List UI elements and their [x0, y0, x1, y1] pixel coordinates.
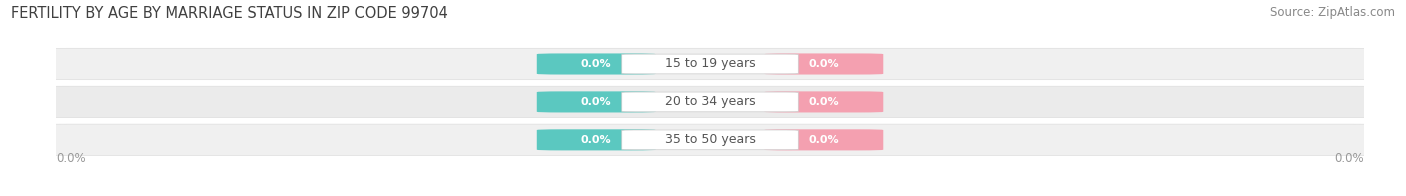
Text: Source: ZipAtlas.com: Source: ZipAtlas.com — [1270, 6, 1395, 19]
Text: 0.0%: 0.0% — [581, 97, 612, 107]
FancyBboxPatch shape — [37, 48, 1384, 80]
Text: 15 to 19 years: 15 to 19 years — [665, 57, 755, 71]
FancyBboxPatch shape — [765, 129, 883, 150]
FancyBboxPatch shape — [37, 124, 1384, 156]
Text: FERTILITY BY AGE BY MARRIAGE STATUS IN ZIP CODE 99704: FERTILITY BY AGE BY MARRIAGE STATUS IN Z… — [11, 6, 449, 21]
Text: 35 to 50 years: 35 to 50 years — [665, 133, 755, 146]
Text: 0.0%: 0.0% — [581, 135, 612, 145]
FancyBboxPatch shape — [765, 54, 883, 74]
FancyBboxPatch shape — [537, 129, 655, 150]
FancyBboxPatch shape — [37, 86, 1384, 118]
FancyBboxPatch shape — [621, 54, 799, 74]
FancyBboxPatch shape — [621, 130, 799, 150]
Legend: Married, Unmarried: Married, Unmarried — [628, 193, 792, 196]
Text: 0.0%: 0.0% — [1334, 152, 1364, 165]
Text: 0.0%: 0.0% — [808, 97, 839, 107]
FancyBboxPatch shape — [621, 92, 799, 112]
FancyBboxPatch shape — [765, 91, 883, 113]
Text: 0.0%: 0.0% — [808, 135, 839, 145]
Text: 0.0%: 0.0% — [56, 152, 86, 165]
Text: 0.0%: 0.0% — [808, 59, 839, 69]
FancyBboxPatch shape — [537, 54, 655, 74]
FancyBboxPatch shape — [537, 91, 655, 113]
Text: 20 to 34 years: 20 to 34 years — [665, 95, 755, 108]
Text: 0.0%: 0.0% — [581, 59, 612, 69]
